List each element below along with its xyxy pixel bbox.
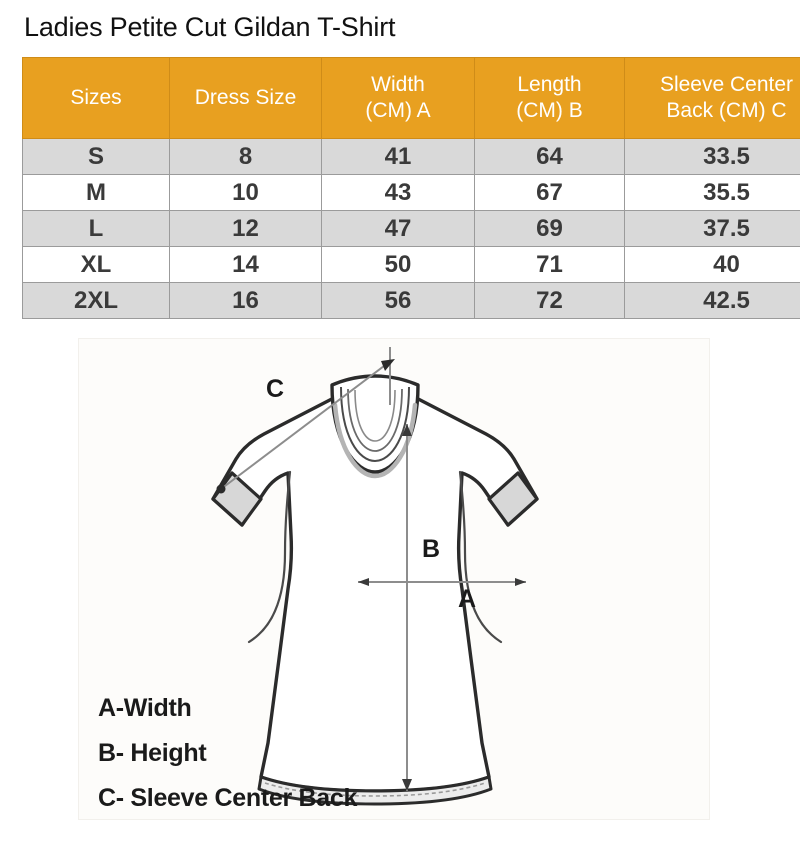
legend-item-a: A-Width [98, 694, 192, 722]
column-header-line1: Width [371, 73, 425, 97]
cell-sleeve-center-back: 42.5 [624, 282, 800, 319]
measurement-c-line [220, 362, 389, 490]
cell-dress-size: 10 [169, 174, 322, 211]
legend-item-c: C- Sleeve Center Back [98, 784, 358, 812]
size-table-header: Sizes Dress Size Width (CM) A Length (CM… [22, 57, 800, 139]
cell-width: 56 [321, 282, 475, 319]
measurement-a-group: A [358, 578, 526, 613]
cell-length: 64 [474, 138, 625, 175]
measurement-c-arrow [381, 359, 395, 371]
legend-item-b: B- Height [98, 739, 207, 767]
bottom-hem-stitch [264, 782, 486, 797]
cell-width: 50 [321, 246, 475, 283]
cell-dress-size: 8 [169, 138, 322, 175]
measurement-legend: A-Width B- Height C- Sleeve Center Back [98, 686, 518, 821]
cell-length: 71 [474, 246, 625, 283]
collar-rib-line-2 [347, 388, 403, 452]
cell-size: 2XL [22, 282, 170, 319]
tshirt-diagram: A B C [211, 347, 539, 806]
measurement-diagram-panel: A B C [78, 338, 710, 820]
cell-dress-size: 12 [169, 210, 322, 247]
right-armhole-seam [458, 470, 503, 644]
column-header-sleeve-center-back: Sleeve Center Back (CM) C [624, 57, 800, 139]
column-header-line1: Sizes [70, 86, 122, 110]
column-header-line2: (CM) B [516, 99, 583, 122]
cell-width: 43 [321, 174, 475, 211]
column-header-line1: Dress Size [194, 86, 297, 110]
column-header-line1: Length [517, 73, 582, 97]
cell-size: XL [22, 246, 170, 283]
measurement-c-label: C [266, 375, 284, 403]
cell-size: L [22, 210, 170, 247]
column-header-line2: Back (CM) C [666, 99, 787, 122]
bottom-hem-band [257, 775, 493, 806]
cell-width: 47 [321, 210, 475, 247]
measurement-a-arrow-left [358, 578, 369, 586]
cell-sleeve-center-back: 40 [624, 246, 800, 283]
size-table: Sizes Dress Size Width (CM) A Length (CM… [22, 57, 800, 319]
right-sleeve-cuff [487, 471, 539, 527]
page-title: Ladies Petite Cut Gildan T-Shirt [24, 12, 396, 42]
table-row: L 12 47 69 37.5 [22, 210, 800, 247]
table-row: 2XL 16 56 72 42.5 [22, 282, 800, 319]
column-header-line1: Sleeve Center [659, 73, 794, 97]
cell-dress-size: 14 [169, 246, 322, 283]
table-row: XL 14 50 71 40 [22, 246, 800, 283]
cell-sleeve-center-back: 35.5 [624, 174, 800, 211]
left-armhole-seam [247, 470, 292, 644]
measurement-a-arrow-right [515, 578, 526, 586]
table-row: M 10 43 67 35.5 [22, 174, 800, 211]
measurement-b-arrow-bottom [402, 779, 412, 791]
collar-rib-line-3 [354, 389, 396, 442]
cell-size: S [22, 138, 170, 175]
cell-length: 69 [474, 210, 625, 247]
cell-sleeve-center-back: 33.5 [624, 138, 800, 175]
column-header-sizes: Sizes [22, 57, 170, 139]
cell-length: 72 [474, 282, 625, 319]
cell-dress-size: 16 [169, 282, 322, 319]
column-header-width: Width (CM) A [321, 57, 475, 139]
cell-length: 67 [474, 174, 625, 211]
measurement-b-label: B [422, 535, 440, 563]
cell-size: M [22, 174, 170, 211]
measurement-a-label: A [458, 585, 476, 613]
size-table-container: Sizes Dress Size Width (CM) A Length (CM… [22, 57, 800, 319]
table-row: S 8 41 64 33.5 [22, 138, 800, 175]
column-header-dress-size: Dress Size [169, 57, 322, 139]
tshirt-outline-group [211, 374, 539, 806]
table-header-row: Sizes Dress Size Width (CM) A Length (CM… [22, 57, 800, 139]
collar-rib-line-1 [340, 386, 410, 463]
measurement-b-arrow-top [402, 424, 412, 436]
size-table-body: S 8 41 64 33.5 M 10 43 67 35.5 L 12 47 6… [22, 138, 800, 319]
measurement-c-origin-dot [216, 484, 226, 494]
cell-sleeve-center-back: 37.5 [624, 210, 800, 247]
measurement-c-group: C [216, 347, 395, 494]
measurement-b-group: B [402, 424, 440, 791]
column-header-line2: (CM) A [365, 99, 431, 122]
cell-width: 41 [321, 138, 475, 175]
column-header-length: Length (CM) B [474, 57, 625, 139]
